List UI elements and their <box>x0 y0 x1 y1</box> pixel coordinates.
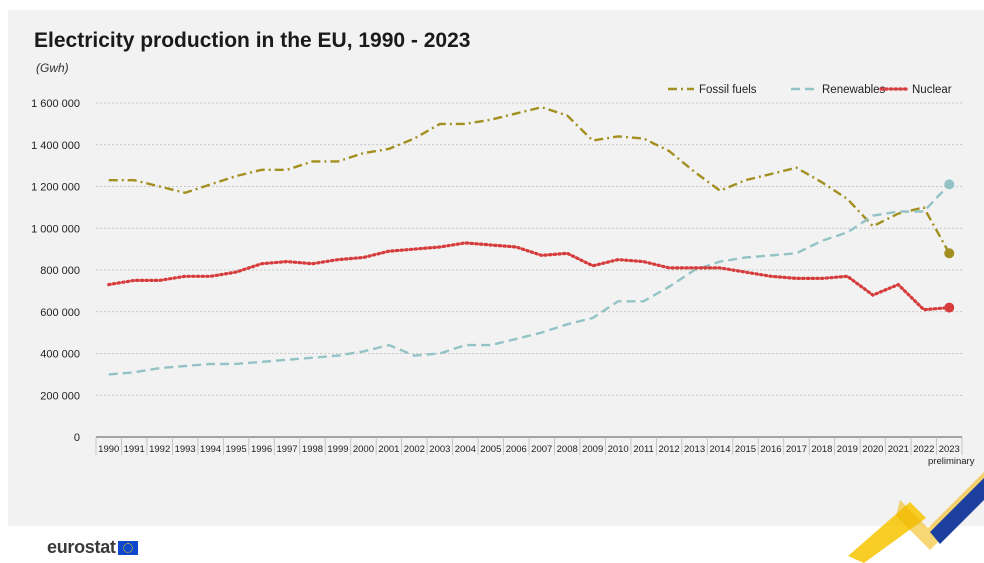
x-tick-label: 2010 <box>608 444 629 455</box>
legend-label-fossil: Fossil fuels <box>699 84 757 96</box>
x-tick-label: 2005 <box>480 444 501 455</box>
x-tick-label: 2020 <box>862 444 883 455</box>
x-tick-label: 2016 <box>760 444 781 455</box>
eurostat-wordmark: eurostat <box>47 537 116 557</box>
x-tick-label: 2008 <box>557 444 578 455</box>
y-tick-label: 0 <box>74 432 80 444</box>
eurostat-logo: eurostat <box>47 537 138 558</box>
x-tick-label: 2019 <box>837 444 858 455</box>
x-tick-label: 1991 <box>124 444 145 455</box>
x-tick-label: 2018 <box>811 444 832 455</box>
legend-label-renewables: Renewables <box>822 84 886 96</box>
x-tick-label: 1996 <box>251 444 272 455</box>
x-tick-label: 2015 <box>735 444 756 455</box>
x-annotation-label: preliminary <box>928 456 975 467</box>
eu-flag-icon <box>117 540 138 555</box>
y-tick-label: 200 000 <box>40 390 80 402</box>
x-tick-label: 1999 <box>327 444 348 455</box>
series-line-renewables <box>108 183 951 376</box>
chart-panel <box>8 10 984 526</box>
x-tick-label: 1990 <box>98 444 119 455</box>
x-tick-label: 2002 <box>404 444 425 455</box>
y-tick-label: 1 200 000 <box>31 182 80 194</box>
y-tick-label: 1 400 000 <box>31 140 80 152</box>
x-tick-label: 2003 <box>429 444 450 455</box>
x-tick-label: 2014 <box>709 444 730 455</box>
x-tick-label: 2001 <box>378 444 399 455</box>
y-tick-label: 1 000 000 <box>31 223 80 235</box>
x-tick-label: 2012 <box>659 444 680 455</box>
x-tick-label: 2000 <box>353 444 374 455</box>
series-end-marker-nuclear <box>944 302 955 313</box>
series-lines <box>107 105 955 376</box>
x-tick-label: 2007 <box>531 444 552 455</box>
gridlines <box>96 102 962 396</box>
chart-title: Electricity production in the EU, 1990 -… <box>34 29 470 52</box>
legend-label-nuclear: Nuclear <box>912 84 952 96</box>
y-tick-label: 600 000 <box>40 307 80 319</box>
x-tick-label: 2009 <box>582 444 603 455</box>
series-line-nuclear <box>107 241 951 312</box>
x-tick-label: 2017 <box>786 444 807 455</box>
legend: Fossil fuels Renewables Nuclear <box>668 84 952 96</box>
x-tick-label: 2006 <box>506 444 527 455</box>
y-tick-label: 1 600 000 <box>31 98 80 110</box>
axes: 0 200 000 400 000 600 000 800 000 1 000 000 1 … <box>31 98 975 467</box>
x-tick-label: 1992 <box>149 444 170 455</box>
x-tick-label: 2021 <box>888 444 909 455</box>
chart-unit: (Gwh) <box>36 61 69 75</box>
series-end-marker-fossil <box>944 248 955 259</box>
x-tick-label: 2022 <box>913 444 934 455</box>
x-tick-label: 2004 <box>455 444 476 455</box>
x-tick-label: 1995 <box>226 444 247 455</box>
x-tick-label: 1997 <box>276 444 297 455</box>
x-tick-label: 1994 <box>200 444 221 455</box>
x-tick-label: 2011 <box>633 444 653 455</box>
y-tick-label: 400 000 <box>40 349 80 361</box>
y-tick-label: 800 000 <box>40 265 80 277</box>
x-tick-label: 1998 <box>302 444 323 455</box>
series-end-marker-renewables <box>944 179 955 190</box>
x-tick-label: 2013 <box>684 444 705 455</box>
x-tick-label: 1993 <box>175 444 196 455</box>
x-tick-label: 2023 <box>939 444 960 455</box>
